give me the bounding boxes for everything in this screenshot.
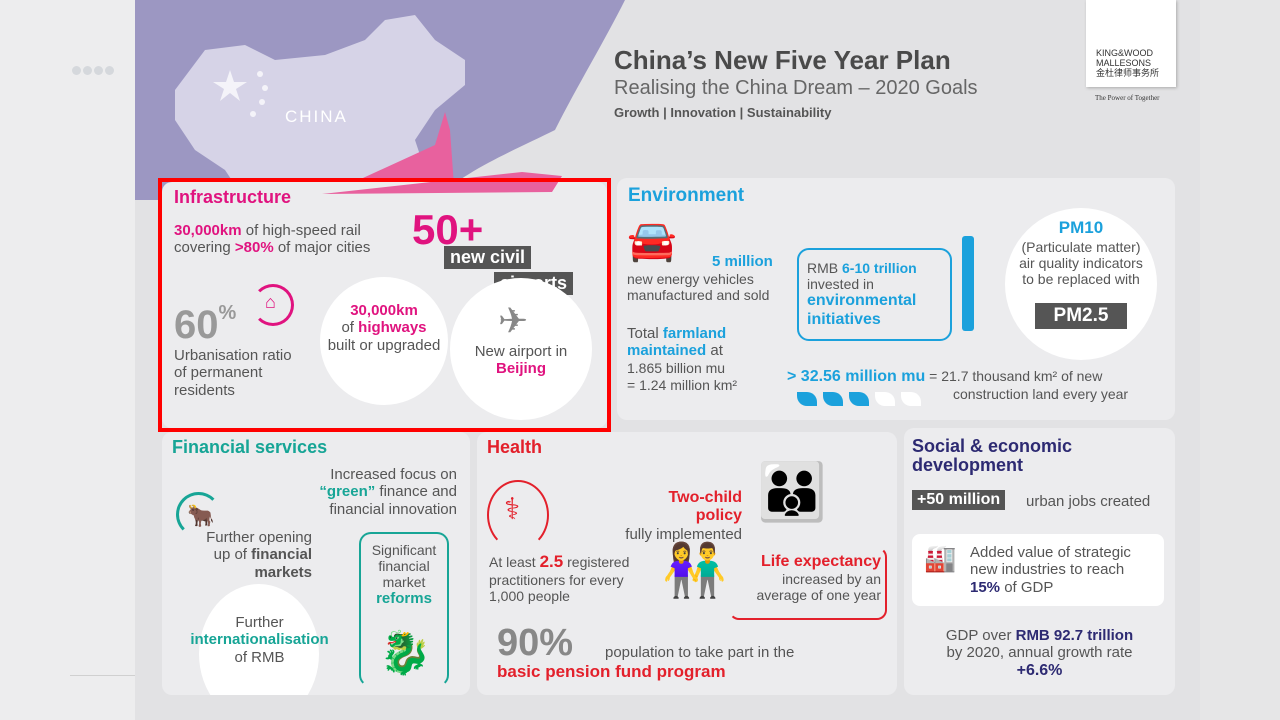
section-title: Health: [487, 437, 543, 457]
logo: KING&WOOD MALLESONS 金杜律师事务所: [1086, 0, 1176, 87]
section-title: Environment: [628, 185, 745, 206]
electric-car-icon: 🚘: [627, 219, 677, 263]
airplane-icon: ✈: [498, 300, 529, 341]
page-title: China’s New Five Year Plan: [614, 45, 951, 75]
right-pane: [1200, 0, 1280, 720]
airport-circle: ✈ New airport in Beijing: [450, 278, 592, 420]
elderly-couple-icon: 👫: [662, 542, 727, 600]
divider: [70, 675, 135, 676]
highways-circle: 30,000km of highways built or upgraded: [320, 277, 448, 405]
nav-dot[interactable]: [105, 66, 114, 75]
leaf-icon: [875, 392, 895, 406]
bull-icon: 🐂: [176, 492, 221, 537]
leaf-rating: [797, 392, 921, 406]
house-icon: ⌂: [252, 284, 294, 326]
section-title: Infrastructure: [174, 187, 292, 207]
airports-value: 50+: [412, 206, 484, 253]
health-panel: Health ⚕ Two-child policy fully implement…: [477, 432, 897, 695]
family-icon: 👪: [757, 460, 827, 523]
china-map-image: [135, 0, 625, 200]
section-title: Social & economic development: [912, 436, 1073, 475]
logo-slogan: The Power of Together: [1095, 94, 1160, 102]
nav-dot[interactable]: [94, 66, 103, 75]
section-title: Financial services: [172, 437, 328, 457]
infrastructure-panel: Infrastructure 30,000km of high-speed ra…: [162, 172, 607, 428]
leaf-icon: [901, 392, 921, 406]
nav-dot[interactable]: [72, 66, 81, 75]
highlight-box: [158, 178, 611, 432]
environment-panel: Environment 🚘 5 million new energy vehic…: [617, 178, 1175, 420]
financial-panel: Financial services Increased focus on “gr…: [162, 432, 470, 695]
bamboo-icon: [962, 236, 974, 331]
investment-box: RMB 6-10 trillion invested in environmenta…: [797, 248, 952, 341]
pm-circle: PM10 (Particulate matter) air quality in…: [1005, 208, 1157, 360]
stethoscope-icon: ⚕: [487, 480, 549, 550]
slide: CHINA China’s New Five Year Plan Realisi…: [135, 0, 1200, 720]
leaf-icon: [823, 392, 843, 406]
dragon-icon: 🐉: [379, 629, 432, 676]
rmb-circle: [199, 584, 319, 695]
industries-box: 🏭 Added value of strategic new industries…: [912, 534, 1164, 606]
leaf-icon: [797, 392, 817, 406]
reforms-box: Significant financial market reforms 🐉: [359, 532, 449, 687]
leaf-icon: [849, 392, 869, 406]
factory-icon: 🏭: [924, 543, 957, 573]
tagline: Growth | Innovation | Sustainability: [614, 105, 832, 120]
map-label: CHINA: [285, 107, 348, 126]
page-subtitle: Realising the China Dream – 2020 Goals: [614, 77, 978, 99]
nav-dot[interactable]: [83, 66, 92, 75]
life-expectancy-box: Life expectancy increased by an average of…: [729, 547, 887, 620]
social-panel: Social & economic development +50 millio…: [904, 428, 1175, 695]
train-icon: [322, 172, 562, 194]
